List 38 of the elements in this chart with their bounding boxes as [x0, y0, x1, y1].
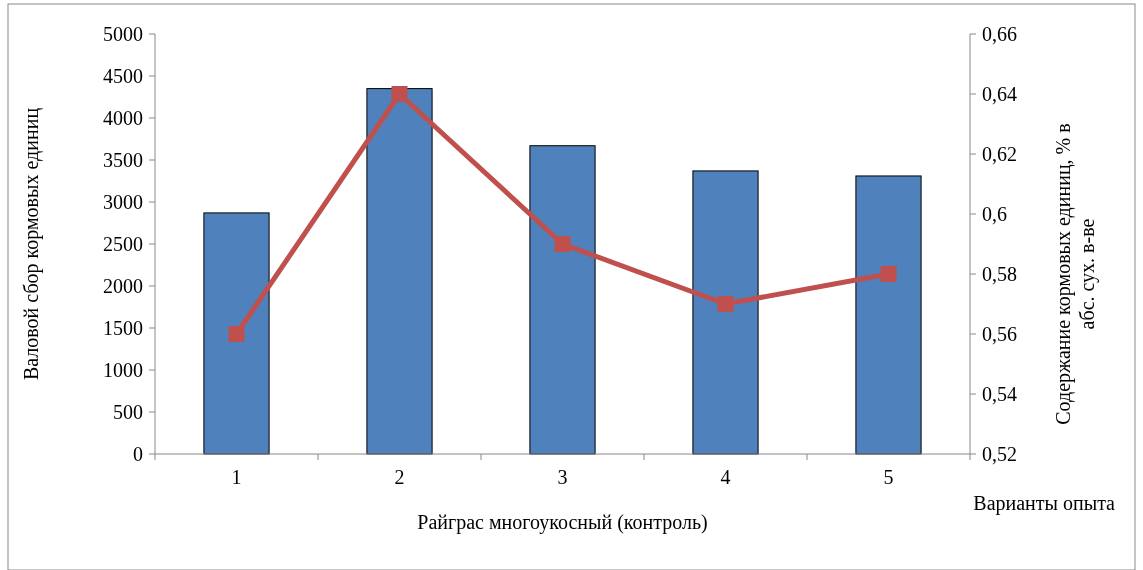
y-tick-label: 3500 [103, 149, 143, 171]
x-tick-label: 4 [720, 466, 731, 488]
y-tick-label: 1500 [103, 317, 143, 339]
y2-axis-title: Содержание кормовых единиц, % в абс. сух. в-ве [1052, 123, 1099, 425]
x-tick-label: 1 [231, 466, 242, 488]
y-tick-label: 4500 [103, 65, 143, 87]
y2-tick-label: 0,54 [982, 383, 1017, 405]
x-tick-label: 5 [883, 466, 894, 488]
bar [855, 175, 922, 455]
bar [529, 145, 596, 455]
bar [366, 88, 433, 455]
y2-tick-label: 0,64 [982, 83, 1017, 105]
text: Варианты опыта [973, 492, 1116, 515]
y2-tick-label: 0,66 [982, 23, 1017, 45]
y-tick-label: 5000 [103, 23, 143, 45]
point [717, 296, 734, 312]
y2-tick-label: 0,52 [982, 443, 1017, 465]
x-tick-label: 2 [394, 466, 405, 488]
y-tick-label: 1000 [103, 359, 143, 381]
bar [692, 170, 759, 455]
bar [203, 212, 270, 455]
x-axis-title: Райграс многоукосный (контроль) [417, 511, 708, 534]
point [391, 86, 408, 102]
y2-tick-label: 0,56 [982, 323, 1017, 345]
x-tick-label: 3 [557, 466, 568, 488]
point [554, 236, 571, 252]
y-tick-label: 3000 [103, 191, 143, 213]
y-axis-title: Валовой сбор кормовых единиц [20, 107, 43, 381]
y-tick-label: 500 [113, 401, 143, 423]
y-tick-label: 2000 [103, 275, 143, 297]
y-tick-label: 4000 [103, 107, 143, 129]
y-tick-label: 0 [133, 443, 143, 465]
y2-tick-label: 0,58 [982, 263, 1017, 285]
point [228, 326, 245, 342]
y-tick-label: 2500 [103, 233, 143, 255]
y2-tick-label: 0,62 [982, 143, 1017, 165]
point [880, 266, 897, 282]
y2-tick-label: 0,6 [982, 203, 1007, 225]
